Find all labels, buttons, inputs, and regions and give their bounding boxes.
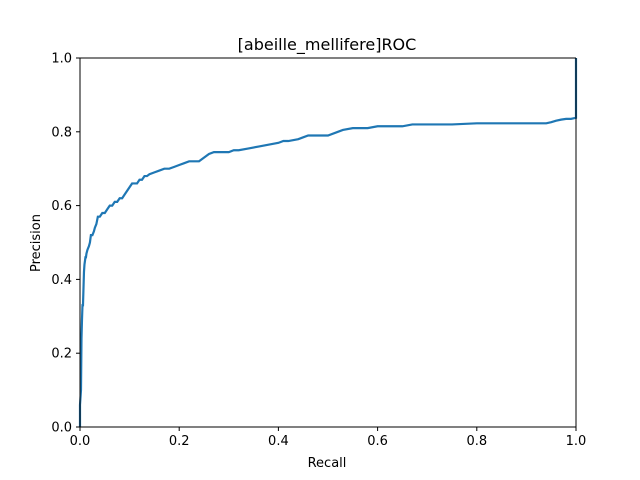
y-tick-label: 0.8 xyxy=(51,125,72,140)
x-tick-label: 0.6 xyxy=(367,434,388,449)
chart-title: [abeille_mellifere]ROC xyxy=(238,35,417,55)
x-tick-label: 1.0 xyxy=(566,434,587,449)
y-tick-label: 0.4 xyxy=(51,273,72,288)
y-tick-label: 0.0 xyxy=(51,421,72,436)
x-axis-label: Recall xyxy=(308,456,347,471)
plot-area: 0.0 0.2 0.4 0.6 0.8 1.0 0.0 0.2 0.4 0.6 0.8 1.0 xyxy=(51,52,586,450)
y-tick-label: 0.2 xyxy=(51,347,72,362)
y-tick-label: 0.6 xyxy=(51,199,72,214)
x-tick-label: 0.2 xyxy=(169,434,190,449)
y-tick-label: 1.0 xyxy=(51,52,72,67)
series-line-0 xyxy=(78,58,578,427)
y-axis-label: Precision xyxy=(29,214,44,272)
x-tick-label: 0.8 xyxy=(466,434,487,449)
x-tick-label: 0.0 xyxy=(70,434,91,449)
x-tick-label: 0.4 xyxy=(268,434,289,449)
